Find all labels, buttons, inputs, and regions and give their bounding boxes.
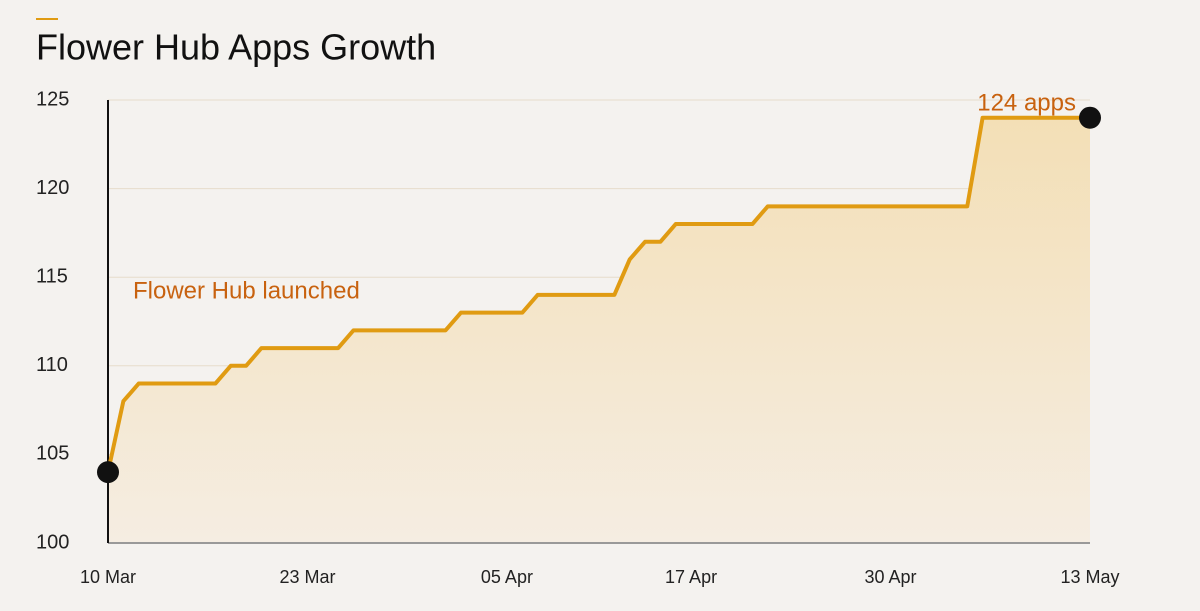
- x-tick-label: 05 Apr: [481, 567, 533, 587]
- x-tick-label: 23 Mar: [279, 567, 335, 587]
- y-tick-label: 105: [36, 443, 69, 465]
- area: [108, 117, 1090, 543]
- annotation: 124 apps: [977, 89, 1076, 116]
- x-tick-label: 10 Mar: [80, 567, 136, 587]
- y-tick-label: 115: [36, 265, 68, 287]
- y-tick-label: 100: [36, 531, 69, 553]
- y-tick-label: 125: [36, 88, 69, 110]
- chart-title: Flower Hub Apps Growth: [36, 27, 436, 68]
- y-tick-label: 110: [36, 354, 68, 376]
- marker: [1079, 106, 1101, 129]
- marker: [97, 461, 119, 484]
- x-tick-label: 17 Apr: [665, 567, 717, 587]
- line: [106, 115, 1090, 473]
- annotation: Flower Hub launched: [133, 277, 360, 304]
- y-tick-label: 120: [36, 177, 69, 199]
- x-tick-label: 13 May: [1060, 567, 1119, 587]
- x-tick-label: 30 Apr: [865, 567, 917, 587]
